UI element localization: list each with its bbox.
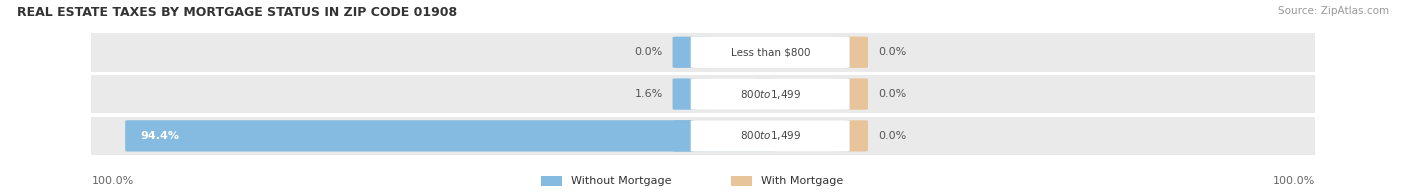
Text: 0.0%: 0.0% xyxy=(877,131,905,141)
Text: REAL ESTATE TAXES BY MORTGAGE STATUS IN ZIP CODE 01908: REAL ESTATE TAXES BY MORTGAGE STATUS IN … xyxy=(17,6,457,19)
Text: Less than $800: Less than $800 xyxy=(731,47,810,57)
Text: 1.6%: 1.6% xyxy=(634,89,662,99)
Text: Source: ZipAtlas.com: Source: ZipAtlas.com xyxy=(1278,6,1389,16)
Text: 0.0%: 0.0% xyxy=(634,47,662,57)
Text: 0.0%: 0.0% xyxy=(877,47,905,57)
Text: 100.0%: 100.0% xyxy=(91,176,134,186)
Text: With Mortgage: With Mortgage xyxy=(761,176,842,186)
Text: $800 to $1,499: $800 to $1,499 xyxy=(740,88,801,101)
Text: $800 to $1,499: $800 to $1,499 xyxy=(740,129,801,142)
Text: 0.0%: 0.0% xyxy=(877,89,905,99)
Text: 94.4%: 94.4% xyxy=(141,131,180,141)
Text: Without Mortgage: Without Mortgage xyxy=(571,176,671,186)
Text: 100.0%: 100.0% xyxy=(1272,176,1315,186)
